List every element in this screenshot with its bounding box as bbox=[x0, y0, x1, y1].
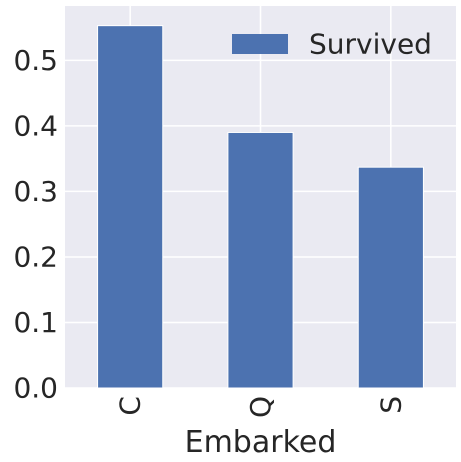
x-tick-label: S bbox=[374, 396, 407, 414]
y-tick-label: 0.1 bbox=[13, 306, 58, 339]
legend: Survived bbox=[232, 28, 432, 61]
y-tick-label: 0.2 bbox=[13, 240, 58, 273]
y-tick-label: 0.5 bbox=[13, 44, 58, 77]
x-tick-label: Q bbox=[244, 396, 277, 418]
legend-swatch-survived bbox=[232, 34, 288, 54]
bars bbox=[97, 25, 424, 389]
y-tick-label: 0.4 bbox=[13, 109, 58, 142]
x-axis-label: Embarked bbox=[185, 425, 337, 460]
y-tick-label: 0.3 bbox=[13, 175, 58, 208]
bar-c bbox=[97, 25, 164, 389]
legend-label-survived: Survived bbox=[309, 28, 432, 61]
x-tick-label: C bbox=[114, 396, 147, 416]
bar-q bbox=[227, 131, 294, 389]
bar-s bbox=[357, 166, 424, 389]
y-tick-label: 0.0 bbox=[13, 372, 58, 405]
y-axis-ticks: 0.0 0.1 0.2 0.3 0.4 0.5 bbox=[13, 44, 58, 405]
